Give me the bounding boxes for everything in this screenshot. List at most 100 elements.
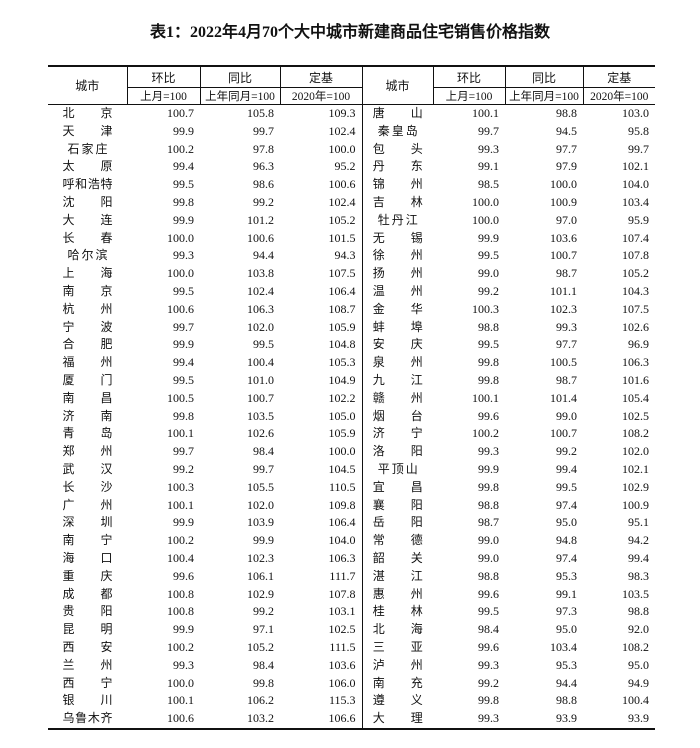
- subheader-cell: 2020年=100: [279, 87, 362, 105]
- value-cell: 97.7: [556, 141, 577, 156]
- value-cell: 99.7: [478, 123, 499, 138]
- value-cell: 104.9: [328, 372, 356, 387]
- table-row: 西安 100.2 105.2 111.5 三亚 99.6 103.4 108.2: [48, 638, 655, 657]
- city-cell: 南充: [361, 674, 433, 693]
- value-cell: 101.0: [247, 372, 274, 387]
- table-row: 南京 99.5 102.4 106.4 温州 99.2 101.1 104.3: [48, 282, 655, 301]
- city-cell: 湛江: [361, 567, 433, 586]
- city-cell: 北京: [48, 105, 127, 123]
- value-cell: 100.4: [167, 550, 194, 565]
- table-row: 银川 100.1 106.2 115.3 遵义 99.8 98.8 100.4: [48, 692, 655, 711]
- value-cell: 99.2: [478, 675, 499, 690]
- city-cell: 无锡: [361, 229, 433, 248]
- value-cell: 102.9: [622, 479, 649, 494]
- city-name: 长沙: [62, 479, 113, 494]
- city-cell: 烟台: [361, 407, 433, 426]
- value-cell: 107.8: [622, 248, 649, 263]
- city-name: 郑州: [62, 444, 113, 459]
- value-cell: 98.8: [478, 497, 499, 512]
- table-row: 呼和浩特 99.5 98.6 100.6 锦州 98.5 100.0 104.0: [48, 176, 655, 194]
- value-cell: 102.0: [247, 497, 274, 512]
- value-cell: 99.8: [478, 693, 499, 708]
- table-row: 郑州 99.7 98.4 100.0 洛阳 99.3 99.2 102.0: [48, 443, 655, 461]
- city-cell: 吉林: [361, 193, 433, 212]
- value-cell: 99.7: [628, 141, 649, 156]
- value-cell: 100.0: [328, 141, 356, 156]
- value-cell: 102.4: [328, 194, 356, 209]
- table-row: 昆明 99.9 97.1 102.5 北海 98.4 95.0 92.0: [48, 621, 655, 639]
- value-cell: 109.8: [328, 497, 356, 512]
- value-cell: 107.5: [622, 301, 649, 316]
- city-cell: 桂林: [361, 603, 433, 622]
- value-cell: 99.1: [478, 159, 499, 174]
- subheader-cell: 2020年=100: [582, 87, 655, 105]
- city-cell: 宜昌: [361, 478, 433, 497]
- value-cell: 102.5: [328, 622, 356, 637]
- city-name: 常德: [372, 533, 423, 548]
- table-row: 合肥 99.9 99.5 104.8 安庆 99.5 97.7 96.9: [48, 336, 655, 355]
- value-cell: 100.7: [167, 106, 194, 120]
- city-name: 锦州: [372, 177, 423, 192]
- city-name: 平顶山: [377, 461, 418, 476]
- city-cell: 牡丹江: [361, 211, 433, 230]
- value-cell: 99.8: [478, 479, 499, 494]
- value-cell: 98.4: [253, 444, 274, 459]
- value-cell: 107.8: [328, 586, 356, 601]
- value-cell: 105.9: [328, 426, 356, 441]
- value-cell: 100.9: [550, 194, 577, 209]
- value-cell: 96.3: [253, 159, 274, 174]
- value-cell: 94.2: [628, 533, 649, 548]
- value-cell: 100.0: [167, 675, 194, 690]
- city-cell: 大连: [48, 212, 127, 230]
- value-cell: 99.5: [478, 248, 499, 263]
- value-cell: 99.0: [478, 550, 499, 565]
- city-name: 韶关: [372, 550, 423, 565]
- value-cell: 106.3: [247, 301, 274, 316]
- value-cell: 99.9: [478, 461, 499, 476]
- value-cell: 99.9: [173, 515, 194, 530]
- value-cell: 105.5: [247, 479, 274, 494]
- value-cell: 103.6: [328, 657, 356, 672]
- city-name: 烟台: [372, 408, 423, 423]
- value-cell: 99.7: [253, 123, 274, 138]
- value-cell: 103.5: [247, 408, 274, 423]
- city-name: 宁波: [62, 319, 113, 334]
- value-cell: 102.6: [622, 319, 649, 334]
- value-cell: 100.1: [167, 497, 194, 512]
- value-cell: 105.3: [328, 355, 356, 370]
- table-row: 重庆 99.6 106.1 111.7 湛江 98.8 95.3 98.3: [48, 567, 655, 586]
- city-cell: 上海: [48, 265, 127, 283]
- value-cell: 110.5: [328, 479, 356, 494]
- value-cell: 105.4: [622, 390, 649, 405]
- value-cell: 97.1: [253, 622, 274, 637]
- city-name: 兰州: [62, 657, 113, 672]
- value-cell: 97.4: [556, 550, 577, 565]
- value-cell: 95.2: [334, 159, 356, 174]
- city-name: 秦皇岛: [377, 123, 418, 138]
- city-name: 唐山: [372, 106, 423, 120]
- value-cell: 104.0: [622, 177, 649, 192]
- city-name: 呼和浩特: [62, 177, 113, 192]
- city-cell: 贵阳: [48, 603, 127, 621]
- city-name: 北京: [62, 106, 113, 120]
- value-cell: 100.8: [167, 604, 194, 619]
- value-cell: 100.2: [167, 639, 194, 654]
- city-name: 厦门: [62, 372, 113, 387]
- value-cell: 102.3: [550, 301, 577, 316]
- value-cell: 111.5: [329, 639, 356, 654]
- value-cell: 100.1: [167, 693, 194, 708]
- value-cell: 93.9: [505, 710, 583, 730]
- header-cell: 定基: [582, 65, 655, 88]
- table-row: 长春 100.0 100.6 101.5 无锡 99.9 103.6 107.4: [48, 229, 655, 248]
- city-name: 深圳: [62, 515, 113, 530]
- value-cell: 100.0: [167, 230, 194, 245]
- value-cell: 103.8: [247, 266, 274, 281]
- value-cell: 100.0: [472, 212, 499, 227]
- value-cell: 102.6: [247, 426, 274, 441]
- value-cell: 99.4: [556, 461, 577, 476]
- city-name: 丹东: [372, 159, 423, 174]
- value-cell: 95.9: [628, 212, 649, 227]
- value-cell: 101.4: [550, 390, 577, 405]
- price-index-table: 城市 环比 同比 定基 城市 环比 同比 定基 上月=100 上年同月=100 …: [48, 65, 655, 730]
- value-cell: 105.2: [328, 212, 356, 227]
